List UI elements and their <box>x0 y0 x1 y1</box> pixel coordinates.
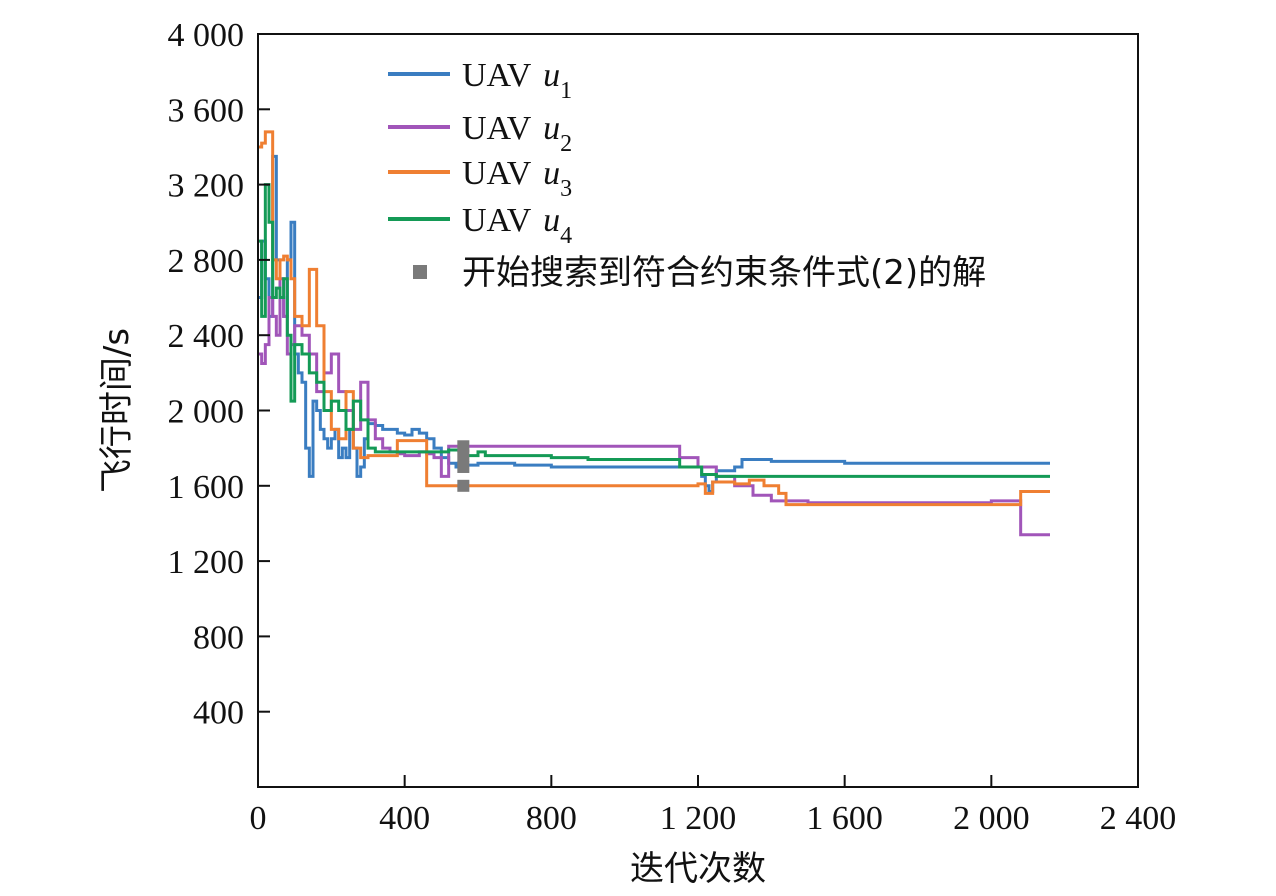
legend-label-var: u <box>543 202 560 239</box>
solution-marker <box>457 449 470 462</box>
legend-label-sub: 4 <box>560 223 572 249</box>
legend-label-markers: 开始搜索到符合约束条件式(2)的解 <box>462 253 986 293</box>
legend-label-sub: 1 <box>560 78 572 104</box>
series-layer <box>258 130 1050 537</box>
solution-marker <box>457 440 470 453</box>
y-axis-title: 飞行时间/s <box>97 328 137 493</box>
x-tick-label: 400 <box>379 800 430 837</box>
legend-label-var: u <box>543 110 560 147</box>
series-line-u3 <box>258 130 1050 507</box>
legend-marker-swatch <box>413 265 427 279</box>
y-tick-label: 2 000 <box>168 394 245 431</box>
series-line-u2 <box>258 277 1050 537</box>
legend-label-u3: UAV u3 <box>462 155 572 202</box>
x-tick-label: 2 000 <box>953 800 1030 837</box>
legend-label-main: UAV <box>462 110 539 147</box>
legend-label-var: u <box>543 155 560 192</box>
x-tick-label: 1 600 <box>806 800 883 837</box>
y-tick-label: 1 200 <box>168 544 245 581</box>
y-tick-label: 2 800 <box>168 243 245 280</box>
y-tick-label: 400 <box>193 695 244 732</box>
y-tick-label: 4 000 <box>168 17 245 54</box>
legend-label-main: UAV <box>462 202 539 239</box>
legend-label-sub: 3 <box>560 176 572 202</box>
x-tick-label: 800 <box>526 800 577 837</box>
tick-layer: 0 400 800 1 200 1 600 2 000 2 400 400 800 1 200 1 … <box>168 17 1177 837</box>
y-tick-label: 3 200 <box>168 168 245 205</box>
legend-label-main: UAV <box>462 155 539 192</box>
y-tick-label: 3 600 <box>168 92 245 129</box>
marker-layer <box>457 440 470 492</box>
y-tick-label: 2 400 <box>168 318 245 355</box>
x-axis-title: 迭代次数 <box>630 849 766 889</box>
plot-frame <box>257 33 1139 788</box>
legend-label-u4: UAV u4 <box>462 202 572 249</box>
legend-label-main: UAV <box>462 57 539 94</box>
legend-label-var: u <box>543 57 560 94</box>
legend-label-u1: UAV u1 <box>462 57 572 104</box>
y-tick-label: 800 <box>193 619 244 656</box>
legend-label-sub: 2 <box>560 131 572 157</box>
x-tick-label: 1 200 <box>660 800 737 837</box>
x-tick-label: 0 <box>250 800 267 837</box>
series-line-u4 <box>258 183 1050 478</box>
y-tick-label: 1 600 <box>168 469 245 506</box>
solution-marker <box>457 460 470 473</box>
legend-label-u2: UAV u2 <box>462 110 572 157</box>
x-tick-label: 2 400 <box>1100 800 1177 837</box>
series-line-u1 <box>258 154 1050 493</box>
solution-marker <box>457 479 470 492</box>
